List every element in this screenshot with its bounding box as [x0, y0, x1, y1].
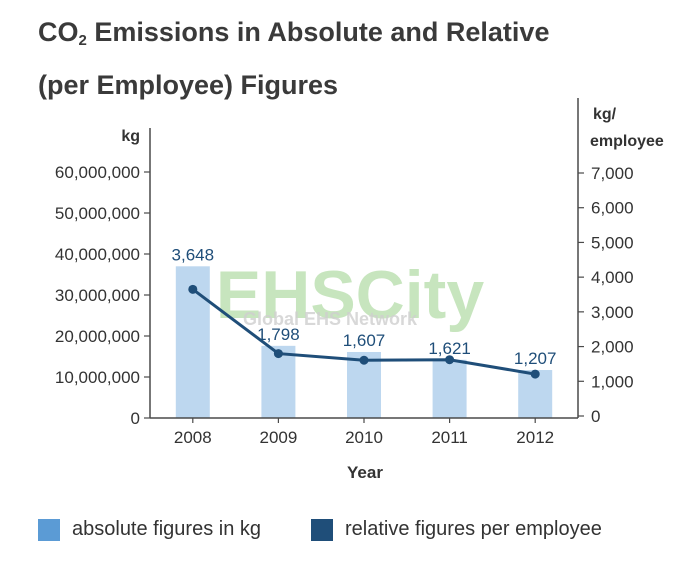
- relative-point-2008: [188, 284, 198, 294]
- bar-2011: [432, 359, 467, 418]
- right-tick-label: 7,000: [591, 164, 634, 183]
- watermark: EHSCity Global EHS Network: [216, 257, 484, 333]
- legend-label-absolute: absolute figures in kg: [72, 518, 262, 540]
- legend-swatch-absolute: [38, 518, 60, 541]
- left-tick-label: 50,000,000: [55, 204, 140, 223]
- left-tick-label: 40,000,000: [55, 245, 140, 264]
- data-label-2009: 1,798: [257, 325, 300, 344]
- data-label-2010: 1,607: [343, 331, 386, 350]
- x-tick-label: 2010: [345, 428, 383, 447]
- data-label-2008: 3,648: [172, 245, 215, 264]
- watermark-logo: EHSCity: [216, 257, 484, 333]
- left-tick-label: 0: [131, 409, 140, 428]
- right-tick-label: 2,000: [591, 338, 634, 357]
- relative-point-2012: [530, 369, 540, 379]
- x-tick-label: 2012: [516, 428, 554, 447]
- co2-chart: EHSCity Global EHS Network 0 10,000,000 20…: [55, 98, 664, 482]
- legend: absolute figures in kg relative figures …: [38, 518, 652, 541]
- left-tick-label: 30,000,000: [55, 286, 140, 305]
- relative-point-2009: [273, 349, 283, 359]
- legend-label-relative: relative figures per employee: [345, 518, 602, 540]
- right-axis-label-line1: kg/: [593, 106, 617, 123]
- relative-point-2011: [445, 355, 455, 365]
- left-tick-label: 10,000,000: [55, 368, 140, 387]
- relative-point-2010: [359, 355, 369, 365]
- watermark-subtitle: Global EHS Network: [243, 309, 418, 329]
- legend-item-absolute: absolute figures in kg: [38, 518, 261, 541]
- data-label-2011: 1,621: [428, 339, 471, 358]
- legend-swatch-relative: [311, 518, 334, 541]
- legend-item-relative: relative figures per employee: [311, 518, 602, 541]
- left-axis-label: kg: [121, 128, 140, 145]
- chart-title: CO2 Emissions in Absolute and Relative (…: [38, 10, 549, 107]
- right-tick-label: 3,000: [591, 303, 634, 322]
- right-tick-label: 4,000: [591, 268, 634, 287]
- data-label-2012: 1,207: [514, 349, 557, 368]
- chart-title-line2: (per Employee) Figures: [38, 70, 339, 100]
- right-axis-label-line2: employee: [590, 133, 664, 150]
- chart-title-line1: CO2 Emissions in Absolute and Relative: [38, 17, 550, 49]
- left-tick-label: 60,000,000: [55, 163, 140, 182]
- left-tick-label: 20,000,000: [55, 327, 140, 346]
- right-tick-label: 1,000: [591, 372, 634, 391]
- right-tick-label: 5,000: [591, 233, 634, 252]
- x-tick-label: 2009: [259, 428, 297, 447]
- x-tick-label: 2008: [174, 428, 212, 447]
- x-tick-label: 2011: [431, 428, 468, 447]
- right-tick-label: 0: [591, 407, 600, 426]
- right-tick-label: 6,000: [591, 199, 634, 218]
- x-axis-label: Year: [347, 463, 383, 482]
